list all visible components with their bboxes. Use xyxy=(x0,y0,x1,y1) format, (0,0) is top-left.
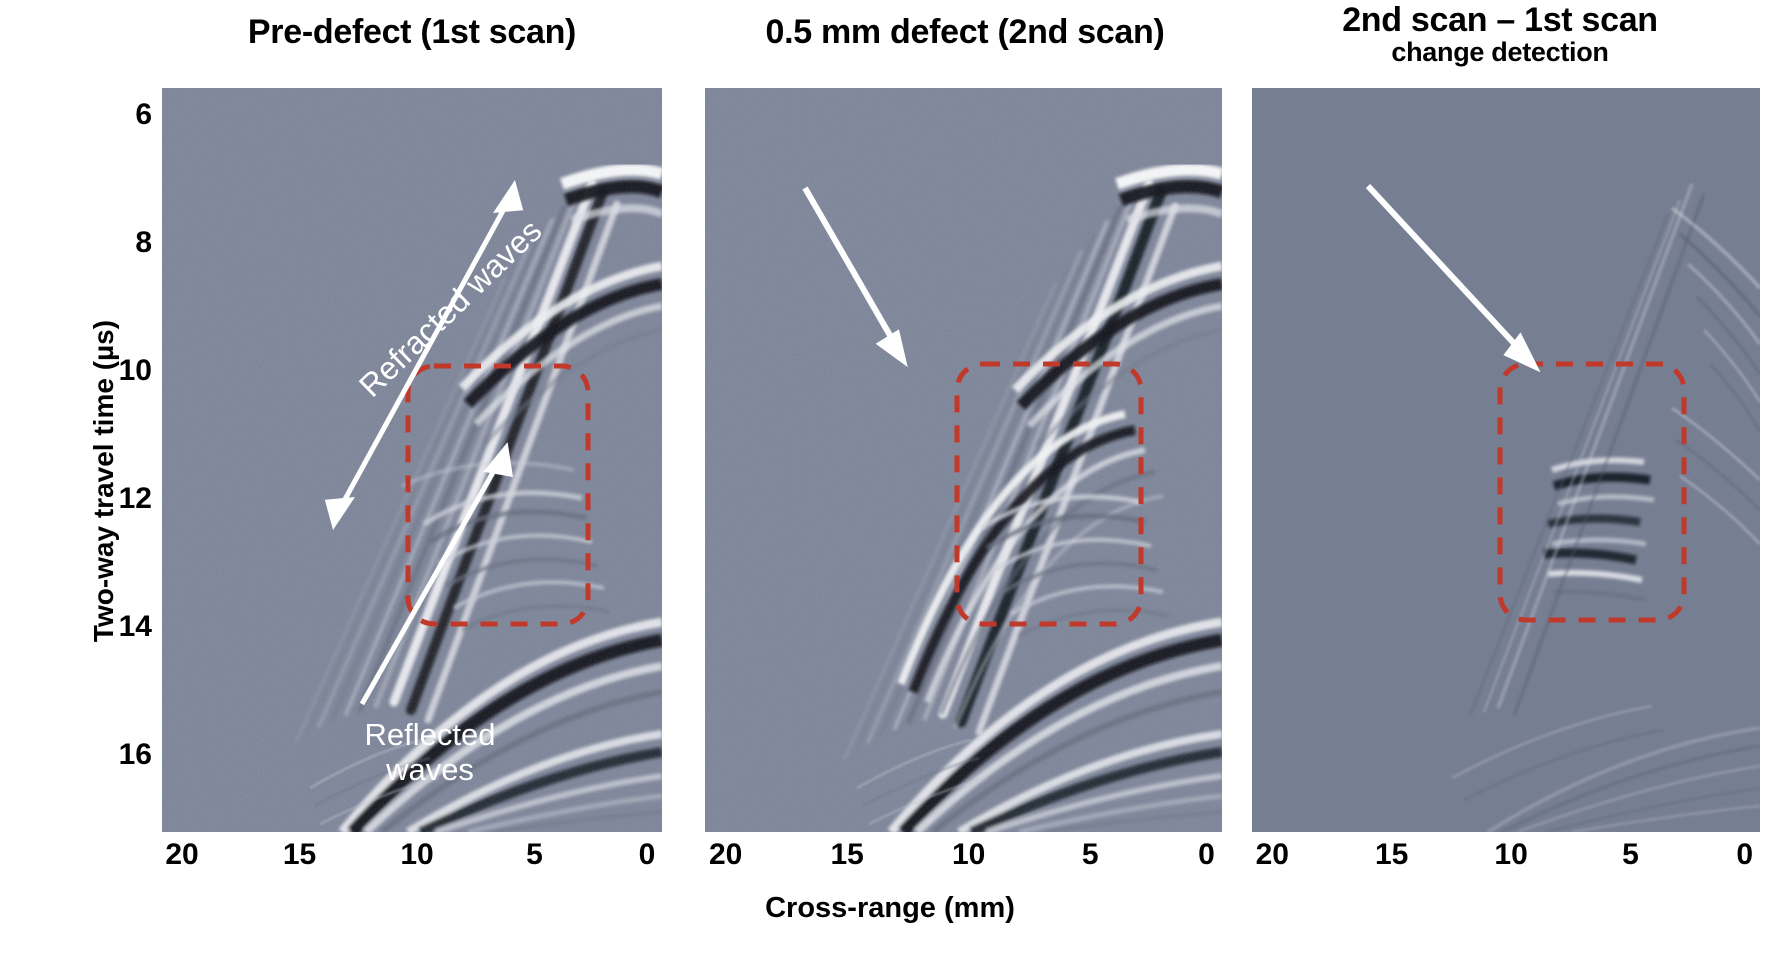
y-tick-8: 8 xyxy=(135,226,152,259)
y-tick-12: 12 xyxy=(118,482,152,515)
y-tick-6: 6 xyxy=(135,98,152,131)
panel-3-subtitle: change detection xyxy=(1391,37,1609,68)
x-tick-15: 15 xyxy=(282,838,317,871)
x-axis-label: Cross-range (mm) xyxy=(765,892,1015,924)
roi-dashed-box xyxy=(405,363,591,627)
x-tick-15: 15 xyxy=(830,838,864,871)
bscan-panel-defect[interactable]: Injury diffraction xyxy=(705,88,1222,832)
x-axis-ticks-panel-3: 20 15 10 5 0 xyxy=(1252,838,1760,884)
y-tick-14: 14 xyxy=(118,610,152,643)
x-tick-10: 10 xyxy=(1494,838,1528,871)
x-tick-0: 0 xyxy=(638,838,656,871)
x-tick-5: 5 xyxy=(1081,838,1099,871)
x-tick-10: 10 xyxy=(400,838,434,871)
roi-dashed-box xyxy=(954,361,1144,627)
y-tick-10: 10 xyxy=(118,354,152,387)
x-tick-20: 20 xyxy=(165,838,199,871)
bscan-panel-pre-defect[interactable]: Refracted waves Reflected waves xyxy=(162,88,662,832)
x-tick-15: 15 xyxy=(1375,838,1409,871)
y-axis-label-wrap: Two-way travel time (µs) xyxy=(34,110,119,810)
reflected-waves-arrow xyxy=(359,442,514,706)
x-tick-5: 5 xyxy=(526,838,543,871)
x-tick-20: 20 xyxy=(708,838,743,871)
y-tick-16: 16 xyxy=(118,738,152,771)
injury-diffraction-arrow xyxy=(1365,183,1541,373)
panel-2-title-text: 0.5 mm defect (2nd scan) xyxy=(765,13,1165,51)
x-tick-20: 20 xyxy=(1255,838,1289,871)
x-tick-0: 0 xyxy=(1736,838,1754,871)
panel-1-title-text: Pre-defect (1st scan) xyxy=(247,13,577,51)
panel-2-title: 0.5 mm defect (2nd scan) xyxy=(705,14,1225,50)
bscan-panel-difference[interactable]: Injury diffraction xyxy=(1252,88,1760,832)
roi-dashed-box xyxy=(1497,361,1687,623)
bscan-image-1 xyxy=(162,88,662,832)
panel-3-title-text: 2nd scan – 1st scan xyxy=(1342,1,1658,39)
x-tick-10: 10 xyxy=(951,838,986,871)
panel-1-title: Pre-defect (1st scan) xyxy=(162,14,662,50)
y-axis-ticks: 6 8 10 12 14 16 xyxy=(96,88,152,832)
x-axis-ticks-panel-2: 20 15 10 5 0 xyxy=(705,838,1222,884)
bscan-image-3 xyxy=(1252,88,1760,832)
x-axis-ticks-panel-1: 20 15 10 5 0 xyxy=(162,838,662,884)
injury-diffraction-arrow xyxy=(802,186,908,368)
x-tick-5: 5 xyxy=(1622,838,1639,871)
x-tick-0: 0 xyxy=(1198,838,1215,871)
refracted-waves-arrow xyxy=(324,180,524,530)
panel-3-title: 2nd scan – 1st scan change detection xyxy=(1240,2,1760,67)
bscan-image-2 xyxy=(705,88,1222,832)
